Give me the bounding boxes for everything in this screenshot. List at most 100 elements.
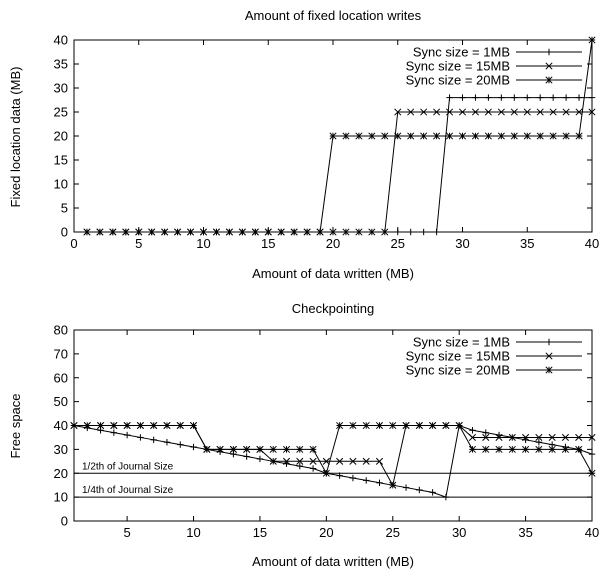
data-point [458,132,467,140]
data-point [433,108,441,116]
chart-title: Checkpointing [292,301,374,316]
data-point [442,421,450,430]
data-point [535,445,543,453]
data-point [376,479,383,486]
data-point [375,421,384,430]
data-point [445,132,454,140]
legend-entry-label: Sync size = 1MB [413,335,510,350]
data-point [389,421,397,430]
data-point [189,421,198,430]
chart-checkpointing: Checkpointing Free space Amount of data … [8,301,599,569]
data-point [83,228,91,236]
data-point [508,433,516,441]
data-point [349,457,357,465]
data-point [122,228,130,236]
y-tick-label: 60 [54,370,68,385]
data-point [407,228,414,236]
chart-fixed-location-writes: Amount of fixed location writes Fixed lo… [8,8,599,281]
y-tick-label: 5 [61,201,68,216]
data-point [375,457,384,465]
data-point [362,421,370,430]
data-point [394,108,402,116]
data-point [176,421,184,430]
data-point [484,108,492,116]
series-line [86,39,593,233]
data-point [522,445,530,453]
data-point [363,477,370,484]
x-tick-label: 20 [326,236,340,251]
data-point [402,484,410,491]
x-tick-label: 40 [585,525,599,540]
data-point [269,445,277,453]
data-point [420,132,428,140]
data-point [163,439,171,446]
data-point [588,36,596,44]
data-point [177,441,184,448]
data-point [203,445,211,453]
data-point [381,132,389,140]
data-point [290,228,298,236]
data-point [150,421,158,430]
data-point [562,108,570,116]
data-point [523,108,531,116]
y-axis-label: Fixed location data (MB) [8,67,23,208]
data-point [508,445,516,453]
y-tick-label: 20 [54,129,68,144]
legend-entry-marker [545,48,553,56]
data-point [309,457,317,465]
x-tick-label: 5 [135,236,142,251]
data-point [536,132,544,140]
data-point [225,228,233,236]
data-point [150,436,157,444]
y-tick-label: 0 [61,225,68,240]
data-point [482,433,490,441]
y-tick-label: 20 [54,466,68,481]
data-point [415,421,423,430]
y-tick-label: 80 [54,323,68,338]
data-point [212,228,221,236]
data-point [588,469,596,477]
data-point [471,108,480,116]
data-point [459,94,466,101]
data-point [575,132,583,140]
axis-ticks: 0 5 10 15 20 25 30 35 40 0 5 10 15 20 25 30 35 40 [54,33,600,252]
legend-entry-marker [545,352,553,360]
data-point [588,433,596,441]
y-tick-label: 30 [54,442,68,457]
data-series [83,36,596,236]
data-point [588,108,596,116]
data-point [549,108,557,116]
data-point [309,445,317,453]
data-point [562,132,570,140]
data-point [471,132,480,140]
series-line [74,425,593,475]
y-tick-label: 50 [54,394,68,409]
data-point [522,433,530,441]
data-point [433,132,441,140]
data-point [485,94,492,101]
data-point [549,94,557,101]
data-point [229,445,237,453]
data-point [190,443,197,451]
data-point [303,228,311,236]
data-point [497,132,505,140]
data-point [510,108,518,116]
data-point [442,493,450,501]
data-point [174,228,182,236]
data-point [420,108,428,116]
data-point [495,433,503,441]
data-point [469,427,476,434]
data-point [561,433,569,441]
data-point [495,445,503,453]
data-point [161,228,169,236]
data-point [336,421,344,430]
data-point [498,94,505,101]
data-point [251,228,259,236]
x-tick-label: 25 [386,525,400,540]
data-point [381,228,389,236]
data-point [329,132,337,140]
data-point [110,421,118,430]
y-axis-label: Free space [8,393,23,458]
data-point [429,489,436,496]
data-point [497,108,505,116]
